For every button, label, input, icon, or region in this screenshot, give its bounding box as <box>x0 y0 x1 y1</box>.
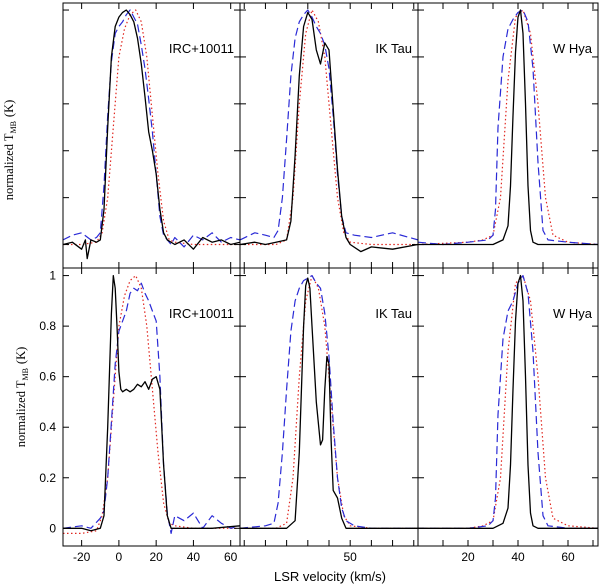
panel-title: W Hya <box>553 41 593 56</box>
panel-top-whya: W Hya <box>417 2 599 269</box>
x-tick-label: -20 <box>73 550 91 564</box>
x-tick-label: 20 <box>149 550 163 564</box>
series-black-solid <box>418 9 598 246</box>
panel-title: IRC+10011 <box>169 41 234 56</box>
y-tick-label: 0 <box>49 521 56 535</box>
y-tick-label: 0.8 <box>39 319 56 333</box>
x-tick-label: 40 <box>187 550 201 564</box>
x-tick-label: 40 <box>511 550 525 564</box>
y-axis-label-bottom-unit: (K) <box>14 347 28 364</box>
y-axis-label-bottom-sub: MB <box>21 368 30 380</box>
panels-group: IRC+10011 IK Tau W Hya -20 0 20 40 60 0 0.2 0.4 0.6… <box>39 2 599 564</box>
panel-title: IRC+10011 <box>169 306 234 321</box>
panel-title: IK Tau <box>375 41 412 56</box>
series-blue-dashed <box>240 9 418 241</box>
y-axis-label-top-text: normalized T <box>2 133 16 200</box>
x-tick-label: 20 <box>461 550 475 564</box>
panel-top-irc: IRC+10011 <box>62 2 241 269</box>
y-tick-label: 0.4 <box>39 420 56 434</box>
series-black-solid <box>240 277 418 529</box>
panel-title: IK Tau <box>375 306 412 321</box>
x-axis-label: LSR velocity (km/s) <box>274 569 386 584</box>
y-axis-label-top-unit: (K) <box>2 100 16 117</box>
y-axis-label-top: normalized TMB (K) <box>2 100 18 201</box>
y-axis-label-bottom-text: normalized T <box>14 380 28 447</box>
panel-bot-ik: 50 IK Tau <box>239 267 419 564</box>
series-blue-dashed <box>418 275 598 529</box>
panel-title: W Hya <box>553 306 593 321</box>
y-tick-label: 0.2 <box>39 471 56 485</box>
x-tick-label: 60 <box>224 550 238 564</box>
series-red-dotted <box>63 275 240 534</box>
y-axis-label-top-sub: MB <box>9 121 18 133</box>
series-blue-dashed <box>63 9 240 248</box>
panel-frame <box>417 267 599 547</box>
y-axis-label-bottom: normalized TMB (K) <box>14 347 30 448</box>
panel-top-ik: IK Tau <box>239 2 419 269</box>
y-tick-label: 0.6 <box>39 370 56 384</box>
series-blue-dashed <box>240 275 418 529</box>
x-tick-label: 0 <box>116 550 123 564</box>
panel-bot-irc: -20 0 20 40 60 0 0.2 0.4 0.6 0.8 1 IRC+10011 <box>39 267 241 564</box>
x-tick-label: 50 <box>344 550 358 564</box>
y-tick-label: 1 <box>49 269 56 283</box>
series-blue-dashed <box>63 282 240 534</box>
series-black-solid <box>63 274 240 532</box>
panel-bot-whya: 20 40 60 W Hya <box>417 267 599 564</box>
series-red-dotted <box>240 9 418 246</box>
series-blue-dashed <box>418 9 598 246</box>
x-tick-label: 60 <box>561 550 575 564</box>
series-black-solid <box>418 274 598 529</box>
series-black-solid <box>63 9 240 260</box>
series-black-solid <box>240 11 418 253</box>
